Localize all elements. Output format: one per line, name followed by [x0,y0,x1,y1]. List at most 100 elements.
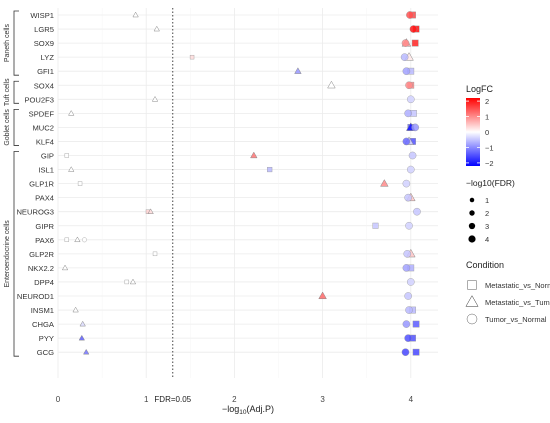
point-circle [413,207,421,216]
point-circle [405,221,413,230]
y-tick-label: GCG [37,348,54,357]
point-circle [402,179,411,188]
y-tick-label: PAX4 [35,194,54,203]
legend-logfc-title: LogFC [466,84,494,94]
point-circle [406,95,415,104]
x-tick-label: 4 [409,395,414,404]
legend-colorbar [466,98,480,166]
y-tick-label: MUC2 [32,123,54,132]
y-tick-label: SOX4 [34,81,54,90]
point-triangle [78,334,85,341]
x-axis: −log10(Adj.P) 0 1 2 3 4 FDR=0.05 [56,395,414,416]
y-tick-label: INSM1 [31,306,54,315]
group-brackets: Paneth cells Tuft cells Goblet cells Entero… [4,10,19,357]
point-circle [406,278,415,286]
x-axis-title-base: −log [222,404,239,414]
legend-size-label: 4 [485,235,489,244]
point-circle [400,53,409,61]
y-tick-label: GIP [41,152,54,161]
point-triangle [132,11,139,18]
point-circle [404,109,412,118]
group-label: Goblet cells [4,109,11,146]
legend-shape-label: Metastatic_vs_Tumor [485,298,550,307]
legend-shape-triangle [465,295,479,307]
x-axis-title: −log10(Adj.P) [222,404,274,416]
legend-size-label: 3 [485,222,489,231]
legend-size-label: 1 [485,196,489,205]
legend-size-dot [469,197,475,203]
y-tick-label: POU2F3 [24,95,54,104]
point-triangle [72,306,79,313]
y-tick-label: GLP2R [29,250,54,259]
y-tick-label: GLP1R [29,180,54,189]
y-tick-label: NKX2.2 [28,264,54,273]
legend-shape-circle [466,313,478,325]
point-circle [405,81,413,90]
point-triangle [147,208,154,214]
x-axis-title-rest: (Adj.P) [247,404,275,414]
point-circle [406,11,414,19]
y-tick-label: LYZ [41,53,55,62]
group-bracket [13,10,19,76]
legend-size-dot [468,235,476,243]
y-tick-label: GIPR [35,222,54,231]
point-square [267,166,273,173]
data-points [61,11,421,357]
y-tick-label: SPDEF [29,109,55,118]
point-circle [411,123,420,132]
legend-size-dot [469,210,475,216]
group-bracket [13,151,19,357]
group-label: Enteroendocrine cells [4,220,11,288]
point-triangle [151,95,159,102]
point-triangle [83,348,90,355]
colorbar-tick-label: 2 [485,97,489,106]
point-circle [402,137,411,146]
panel-background [58,8,438,378]
y-tick-label: PYY [39,334,54,343]
y-tick-label: NEUROG3 [16,208,54,217]
y-tick-label: SOX9 [34,39,54,48]
y-tick-label: NEUROD1 [17,292,54,301]
point-circle [405,306,413,314]
x-axis-title-sub: 10 [239,409,247,416]
colorbar-tick-label: 0 [485,128,489,137]
point-square [64,237,69,242]
group-label: Tuft cells [4,78,11,106]
point-circle [402,320,411,328]
point-triangle [318,291,327,300]
y-tick-label: GFI1 [37,67,54,76]
legend-colorbar-ticks: 2 1 0 −1 −2 [466,97,494,168]
point-circle [402,264,411,272]
point-circle [403,250,412,258]
point-circle [406,165,415,174]
point-triangle [129,278,137,285]
y-tick-label: DPP4 [34,278,54,287]
grid [57,8,438,378]
legend-size-label: 2 [485,209,489,218]
point-triangle [380,179,389,187]
colorbar-tick-label: 1 [485,113,489,122]
point-square [77,181,83,186]
legend-shape-items: Metastatic_vs_Normal Metastatic_vs_Tumor T… [465,280,550,325]
point-square [412,348,420,356]
y-tick-label: WISP1 [30,11,54,20]
legend-size-dot [468,222,476,230]
legend-shape-square [467,280,477,290]
group-bracket [13,80,19,104]
x-tick-label: 2 [232,395,237,404]
point-square [124,279,129,285]
point-triangle [250,151,258,159]
legend-fdr-title: −log10(FDR) [466,178,515,188]
point-triangle [68,110,75,116]
point-triangle [61,264,69,271]
point-triangle [294,67,302,74]
point-triangle [79,320,86,327]
x-tick-label: 3 [320,395,325,404]
colorbar-tick-label: −1 [485,143,494,152]
point-triangle [68,166,75,172]
point-circle [404,193,412,202]
legend-size-items: 1 2 3 4 [468,196,489,244]
point-circle [401,39,410,47]
